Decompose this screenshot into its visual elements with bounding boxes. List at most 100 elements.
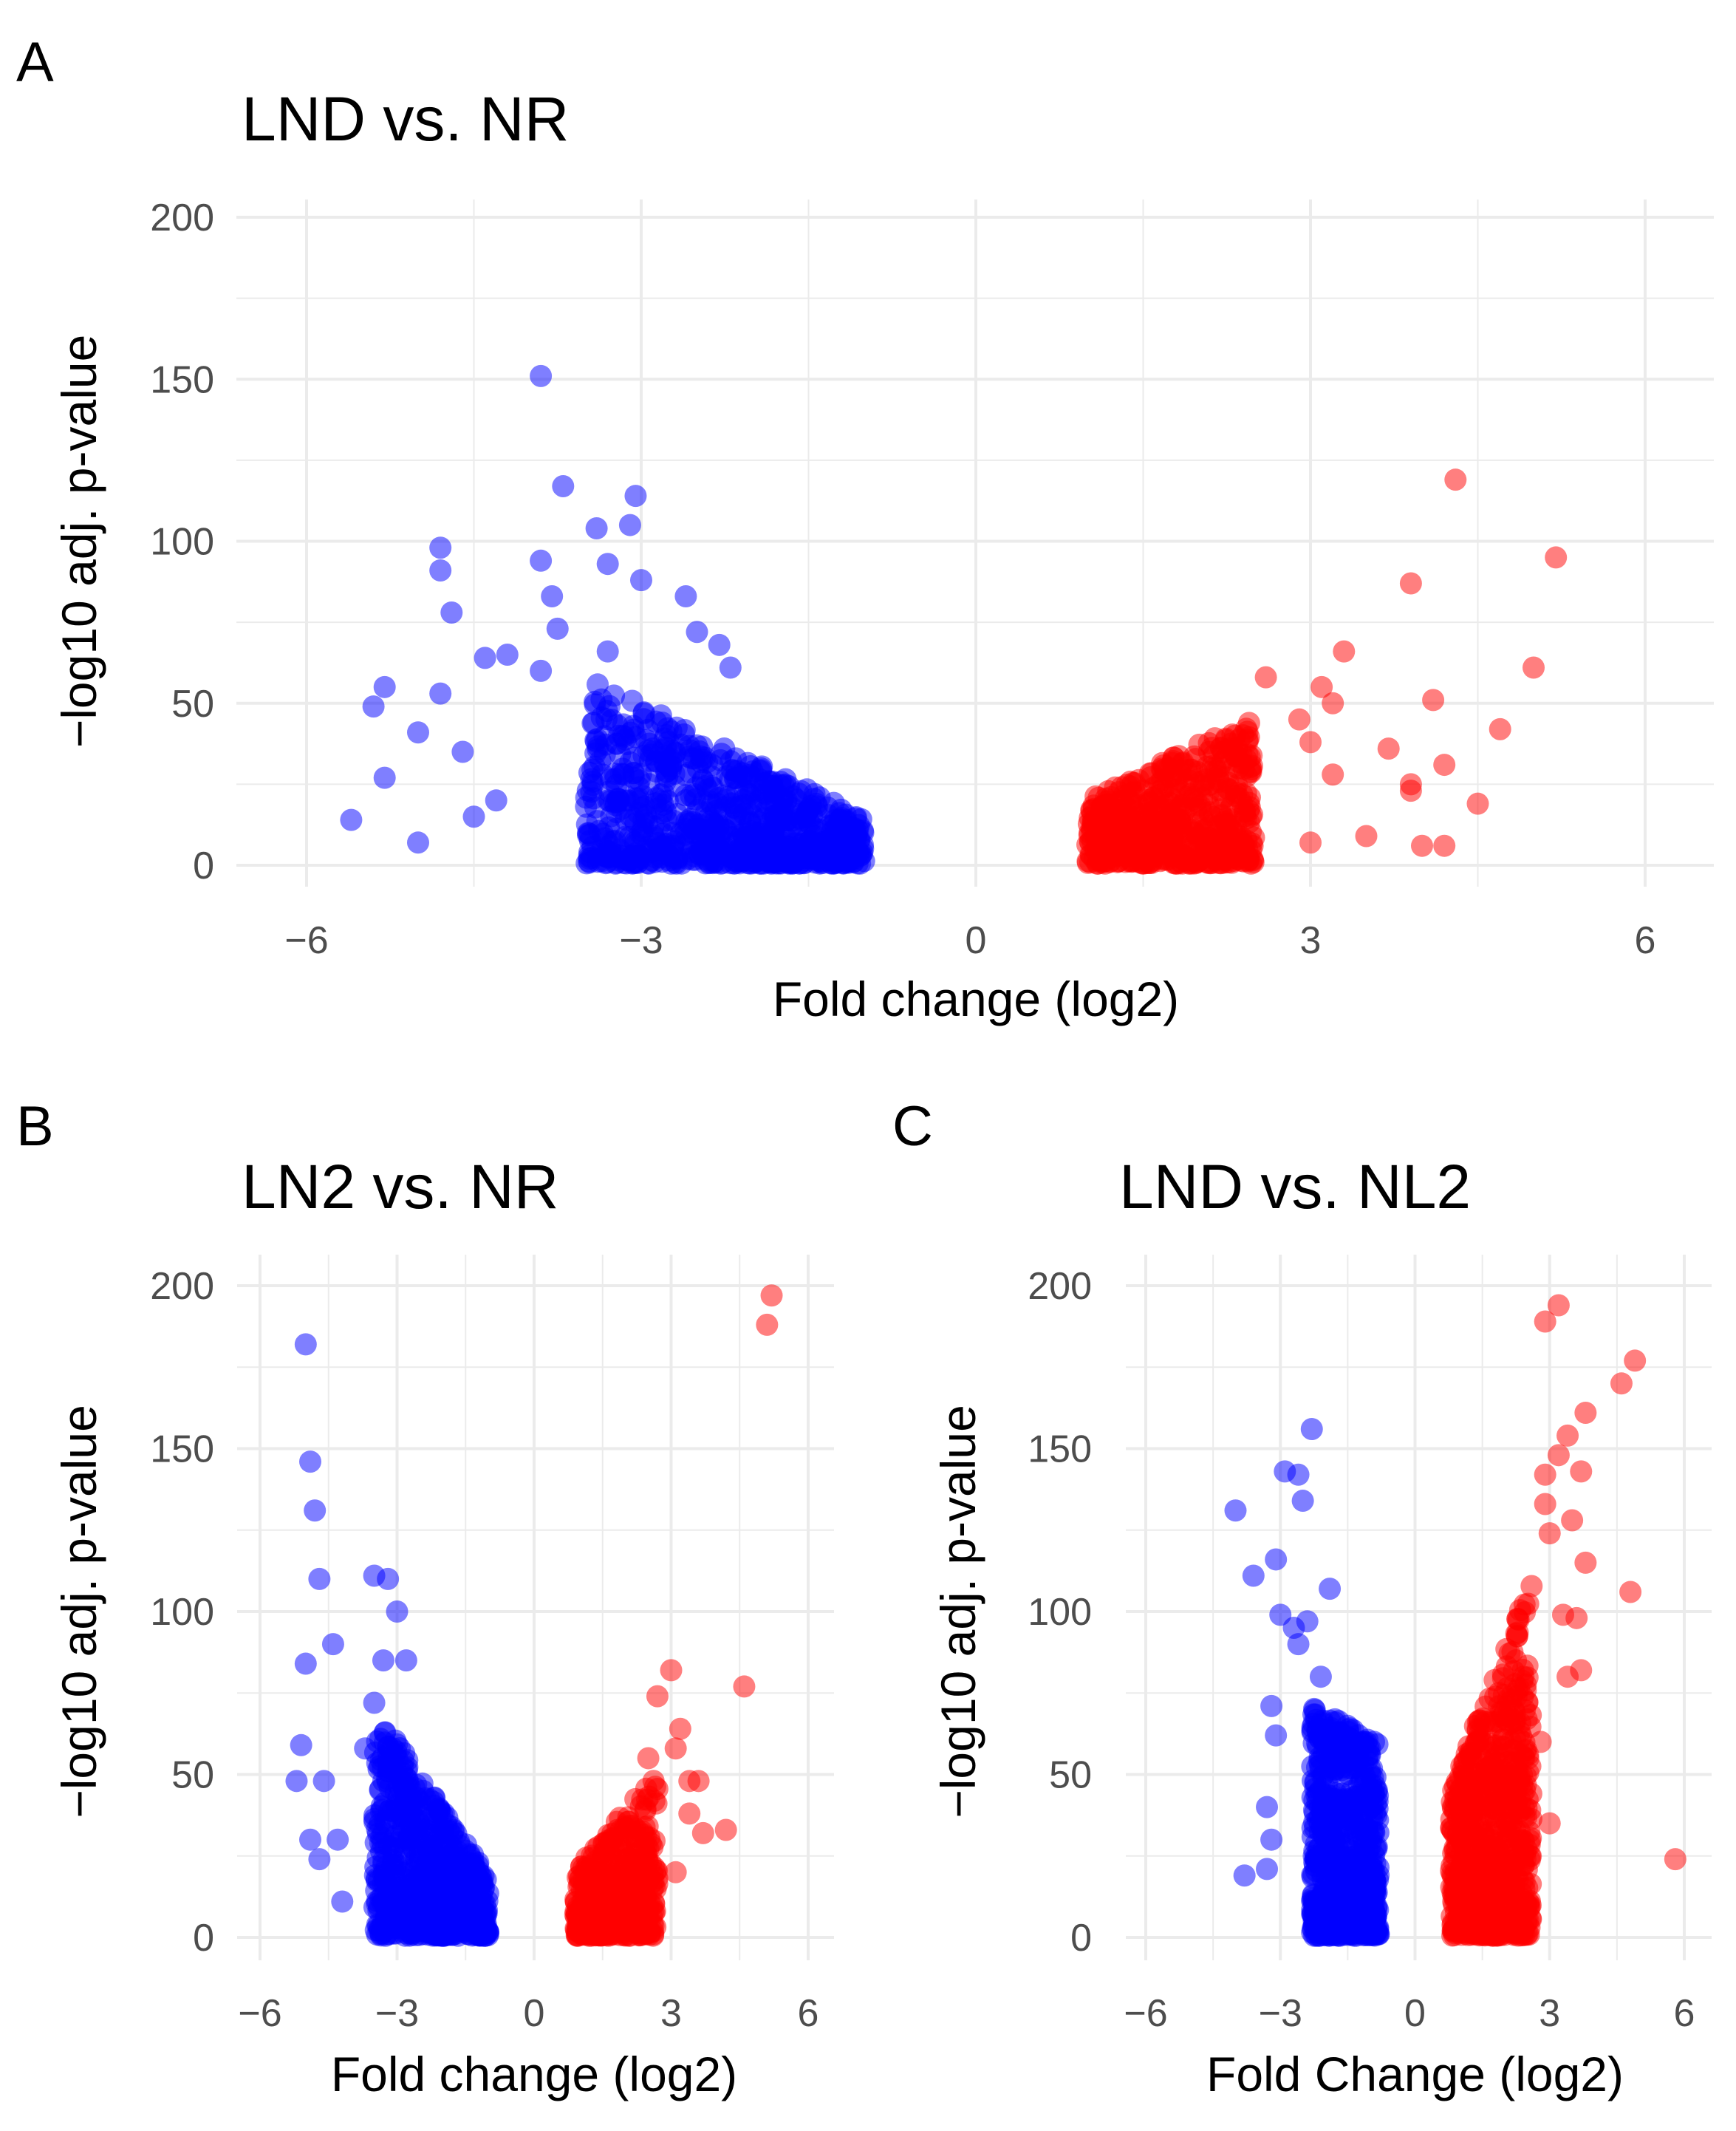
data-point-outlier	[429, 536, 452, 559]
data-point	[708, 802, 731, 825]
data-point-outlier	[1624, 1349, 1647, 1372]
x-tick-label: 6	[1635, 919, 1656, 962]
data-point	[590, 688, 613, 711]
data-point-outlier	[1291, 1490, 1314, 1513]
data-point	[382, 1864, 405, 1886]
data-point-outlier	[660, 1659, 683, 1682]
y-tick-label: 150	[1028, 1428, 1092, 1471]
data-point	[695, 848, 718, 871]
data-point-outlier	[429, 682, 452, 705]
data-point	[400, 1800, 422, 1823]
data-point-outlier	[1319, 1578, 1342, 1600]
data-point-outlier	[1355, 825, 1378, 848]
data-point	[1240, 761, 1262, 783]
data-point-outlier	[1529, 1731, 1552, 1753]
data-point	[1520, 1575, 1543, 1598]
data-point	[652, 794, 674, 816]
data-point	[606, 714, 629, 737]
data-point-outlier	[1574, 1551, 1597, 1574]
data-point-outlier	[1574, 1401, 1597, 1424]
data-point	[580, 768, 603, 791]
data-point-outlier	[1570, 1460, 1593, 1483]
data-point-outlier	[585, 516, 608, 539]
y-tick-label: 200	[1028, 1265, 1092, 1308]
data-point-outlier	[1287, 1463, 1310, 1486]
data-point-outlier	[340, 808, 363, 831]
data-point-outlier	[669, 1717, 691, 1740]
data-point-outlier	[1233, 1864, 1256, 1887]
data-point	[1344, 1867, 1367, 1890]
data-point-outlier	[1433, 754, 1456, 777]
data-point-outlier	[674, 585, 697, 608]
data-point	[1337, 1889, 1360, 1912]
data-point-outlier	[394, 1649, 417, 1672]
data-point-outlier	[312, 1770, 335, 1793]
x-axis-title: Fold change (log2)	[331, 2047, 737, 2101]
data-point	[1123, 780, 1146, 803]
data-point-outlier	[1265, 1724, 1288, 1747]
panel-title: LND vs. NL2	[1119, 1152, 1471, 1221]
data-point	[1443, 1800, 1466, 1823]
data-point	[727, 828, 750, 851]
data-point	[1155, 794, 1178, 816]
data-point	[435, 1813, 458, 1835]
data-point	[803, 782, 826, 805]
data-point	[621, 689, 643, 712]
data-point-outlier	[1254, 666, 1277, 689]
data-point	[787, 852, 810, 875]
data-point	[651, 712, 674, 734]
data-point-outlier	[290, 1733, 312, 1756]
data-point	[1310, 1921, 1333, 1944]
data-point-outlier	[496, 643, 519, 666]
data-point-outlier	[1444, 468, 1467, 491]
data-point	[1507, 1609, 1530, 1631]
y-tick-label: 150	[150, 358, 214, 401]
data-point-outlier	[1322, 763, 1344, 786]
data-point-outlier	[373, 766, 396, 789]
data-point	[1189, 774, 1212, 797]
data-point	[404, 1918, 427, 1941]
data-point	[1234, 782, 1257, 805]
data-point	[1483, 1668, 1506, 1691]
series-up	[1440, 1294, 1687, 1947]
panel-letter: B	[16, 1095, 54, 1158]
series-up	[564, 1284, 783, 1947]
data-point-outlier	[756, 1313, 779, 1336]
data-point	[1218, 798, 1241, 821]
data-point	[421, 1848, 444, 1871]
x-tick-label: 0	[966, 919, 987, 962]
data-point	[1207, 765, 1230, 787]
data-point	[1301, 1721, 1324, 1744]
series-down	[340, 364, 875, 875]
data-point-outlier	[1489, 717, 1511, 740]
data-point-outlier	[1256, 1796, 1279, 1818]
data-point-outlier	[1299, 731, 1322, 754]
data-point-outlier	[372, 1770, 394, 1793]
data-point-outlier	[362, 695, 385, 718]
data-point	[1156, 820, 1179, 843]
data-point	[1460, 1744, 1482, 1767]
panel-B: −6 −3 0 3 6 0 50 100 150 200 B LN2 vs. NR Fold chang…	[16, 1095, 834, 2101]
data-point	[1364, 1869, 1387, 1892]
data-point	[587, 738, 609, 761]
data-point-outlier	[440, 601, 463, 624]
data-point-outlier	[1545, 546, 1568, 569]
data-point	[663, 763, 686, 785]
data-point	[1169, 780, 1192, 802]
data-point-outlier	[451, 740, 474, 763]
data-point	[1082, 809, 1105, 832]
data-point	[753, 772, 776, 795]
y-tick-label: 50	[171, 683, 214, 726]
data-point	[1364, 1792, 1387, 1815]
data-point	[1351, 1811, 1374, 1834]
data-point-outlier	[407, 831, 429, 854]
data-point-outlier	[462, 805, 485, 828]
panel-A: −6 −3 0 3 6 0 50 100 150 200 A LND vs. NR Fold chang…	[16, 31, 1714, 1026]
x-tick-label: 6	[1674, 1992, 1695, 2035]
data-point	[818, 835, 841, 858]
data-point-outlier	[1570, 1659, 1593, 1682]
data-point	[1237, 848, 1260, 871]
x-axis-title: Fold Change (log2)	[1206, 2047, 1624, 2101]
data-point-outlier	[1260, 1694, 1283, 1717]
data-point	[604, 794, 627, 816]
